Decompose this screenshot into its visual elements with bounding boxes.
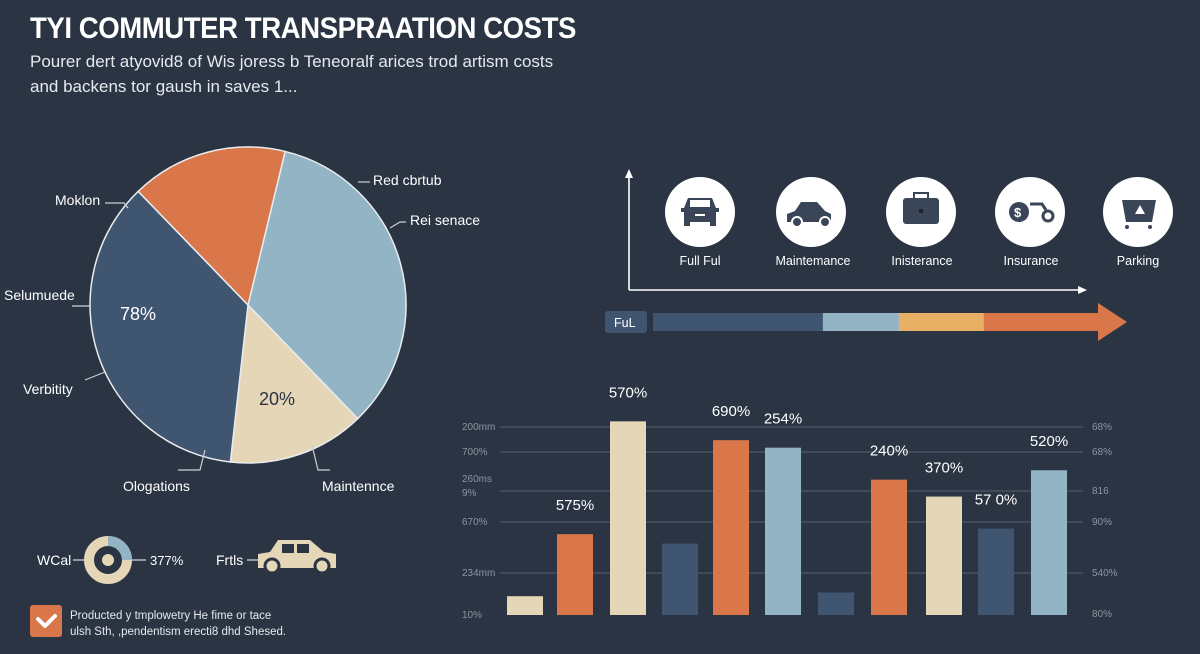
right-tick-label: 80%: [1092, 609, 1112, 620]
left-tick-label: 200mm: [462, 422, 495, 433]
svg-text:$: $: [1014, 205, 1022, 220]
bar-8: [871, 479, 907, 615]
progress-segment-1: [653, 313, 824, 331]
right-tick-label: 816: [1092, 486, 1109, 497]
icon-label-maintenance: Maintemance: [775, 254, 850, 268]
left-tick-label: 260ms: [462, 474, 492, 485]
left-tick-label: 9%: [462, 488, 477, 499]
check-icon[interactable]: [30, 605, 62, 637]
cost-category-icons: $: [665, 177, 1173, 247]
progress-label: FuL: [614, 316, 636, 330]
bar-10: [978, 528, 1014, 615]
car-front-icon: [665, 177, 735, 247]
pie-callout-7: Maintennce: [322, 478, 395, 494]
bar-data-label-10: 57 0%: [975, 492, 1018, 509]
pie-callout-5: Verbitity: [23, 381, 73, 397]
left-tick-label: 700%: [462, 447, 488, 458]
bar-11: [1031, 470, 1067, 615]
bar-6: [765, 447, 801, 615]
bar-2: [557, 534, 593, 615]
progress-segment-3: [898, 313, 985, 331]
bar-chart: 200mm 700% 260ms 9% 670% 234mm 10% 68% 68% 816 90%…: [462, 384, 1118, 621]
cost-progress-bar: [653, 303, 1127, 341]
bar-data-label-3: 570%: [609, 384, 647, 401]
pie-slice-2: [229, 303, 359, 464]
dollar-bike-icon: $: [995, 177, 1065, 247]
icon-row-axes: [625, 169, 1087, 294]
pie-callout-1: Red cbrtub: [373, 172, 442, 188]
left-tick-label: 10%: [462, 610, 482, 621]
car-side-icon: [776, 177, 846, 247]
pie-slice-1: [247, 150, 407, 420]
progress-segment-2: [822, 313, 900, 331]
pie-callout-2: Rei senace: [410, 212, 480, 228]
bar-5: [713, 440, 749, 615]
footnote-line-1: Producted y tmplowetry He fime or tace: [70, 610, 272, 622]
pie-callout-4: Selumuede: [4, 287, 75, 303]
bar-3: [610, 421, 646, 615]
right-tick-label: 540%: [1092, 568, 1118, 579]
pie-callout-6: Ologations: [123, 478, 190, 494]
bar-data-label-2: 575%: [556, 497, 594, 514]
icon-label-inisterance: Inisterance: [891, 254, 952, 268]
icon-label-fuel: Full Ful: [680, 254, 721, 268]
car-icon: [258, 540, 336, 575]
page-title: TYI COMMUTER TRANSPRAATION COSTS: [30, 12, 576, 45]
bar-4: [662, 543, 698, 615]
progress-arrow-head: [1098, 303, 1127, 341]
bar-data-label-6: 254%: [764, 411, 802, 428]
pie-slice-4: [137, 146, 287, 307]
subtitle-line-2: and backens tor gaush in saves 1...: [30, 77, 298, 96]
left-tick-label: 234mm: [462, 568, 495, 579]
bar-1: [507, 596, 543, 615]
bar-data-label-11: 520%: [1030, 433, 1068, 450]
bar-data-label-5: 690%: [712, 403, 750, 420]
parking-cart-icon: [1103, 177, 1173, 247]
icon-label-insurance: Insurance: [1004, 254, 1059, 268]
bar-9: [926, 496, 962, 615]
progress-label-box: [605, 311, 647, 333]
subtitle-line-1: Pourer dert atyovid8 of Wis joress b Ten…: [30, 52, 554, 71]
donut-label: WCal: [37, 552, 71, 568]
footnote: Producted y tmplowetry He fime or tace u…: [70, 608, 286, 640]
icon-label-parking: Parking: [1117, 254, 1159, 268]
right-tick-label: 68%: [1092, 422, 1112, 433]
pie-callout-3: Moklon: [55, 192, 100, 208]
briefcase-icon: [886, 177, 956, 247]
car-label: Frtls: [216, 552, 243, 568]
pie-slice-label-dark: 78%: [120, 304, 156, 324]
pie-slice-label-beige: 20%: [259, 389, 295, 409]
pie-leader-lines: [72, 181, 406, 471]
donut-icon: [84, 536, 132, 584]
right-tick-label: 68%: [1092, 447, 1112, 458]
bar-7: [818, 592, 854, 615]
bar-data-label-8: 240%: [870, 443, 908, 460]
bar-data-label-9: 370%: [925, 460, 963, 477]
progress-segment-4: [983, 313, 1101, 331]
donut-value: 377%: [150, 553, 184, 568]
footnote-line-2: ulsh Sth, ,pendentism erecti8 dhd Shesed…: [70, 626, 287, 638]
pie-chart: [89, 146, 407, 464]
left-tick-label: 670%: [462, 517, 488, 528]
right-tick-label: 90%: [1092, 517, 1112, 528]
pie-slice-3: [89, 190, 249, 463]
